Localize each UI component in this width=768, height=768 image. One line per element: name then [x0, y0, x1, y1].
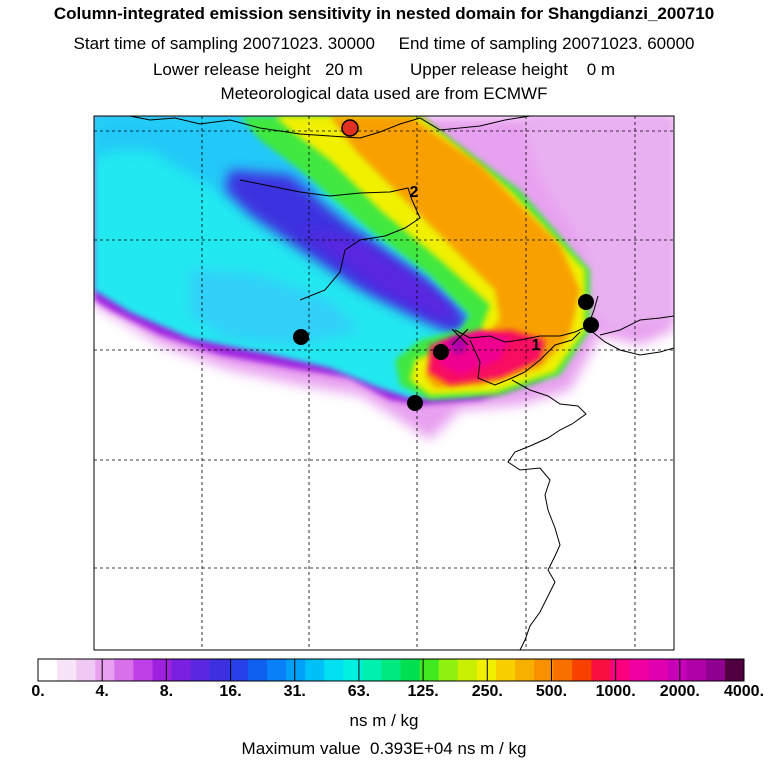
end-label: End time of sampling	[398, 34, 558, 53]
colorbar-swatch	[209, 659, 230, 681]
colorbar-tick-label: 31.	[283, 683, 306, 700]
upper-value: 0 m	[586, 60, 616, 79]
colorbar-tick-label: 63.	[347, 683, 371, 700]
colorbar-tick-label: 500.	[535, 683, 568, 700]
colorbar-swatch	[343, 659, 363, 681]
map-frame	[93, 115, 675, 651]
colorbar-tick-label: 1000.	[595, 683, 636, 700]
colorbar-swatch	[190, 659, 211, 681]
release-cross	[451, 328, 469, 346]
station-marker	[341, 119, 359, 137]
colorbar-swatch	[305, 659, 325, 681]
point-marker	[583, 317, 599, 333]
lower-value: 20 m	[324, 60, 363, 79]
map-label-2: 2	[410, 184, 419, 201]
colorbar-swatch	[667, 659, 688, 681]
map-title: Column-integrated emission sensitivity i…	[53, 4, 715, 23]
colorbar-swatch	[95, 659, 115, 681]
colorbar-swatch	[247, 659, 268, 681]
colorbar-swatch	[572, 659, 592, 681]
colorbar-swatch	[495, 659, 516, 681]
colorbar-swatch	[266, 659, 287, 681]
colorbar-swatch	[534, 659, 554, 681]
colorbar-swatch	[438, 659, 459, 681]
end-value: 20071023. 60000	[562, 34, 695, 53]
colorbar-swatch	[286, 659, 306, 681]
colorbar-swatch	[419, 659, 440, 681]
sensitivity-field	[94, 116, 674, 650]
grid-lines	[94, 116, 674, 650]
point-marker	[433, 344, 449, 360]
colorbar	[37, 658, 745, 682]
colorbar-swatch	[381, 659, 402, 681]
colorbar-swatch	[724, 659, 745, 681]
colorbar-swatch	[591, 659, 611, 681]
colorbar-swatch	[553, 659, 573, 681]
colorbar-swatch	[114, 659, 134, 681]
colorbar-tick-label: 2000.	[659, 683, 700, 700]
map-label-1: 1	[532, 337, 541, 354]
colorbar-swatch	[648, 659, 669, 681]
upper-label: Upper release height	[409, 60, 568, 79]
point-marker	[407, 395, 423, 411]
colorbar-swatch	[400, 659, 421, 681]
max-value: Maximum value 0.393E+04 ns m / kg	[0, 739, 768, 759]
colorbar-swatch	[515, 659, 535, 681]
point-marker	[578, 294, 594, 310]
colorbar-tick-label: 16.	[219, 683, 242, 700]
colorbar-swatch	[610, 659, 631, 681]
colorbar-swatch	[152, 659, 173, 681]
colorbar-tick-label: 4000.	[723, 683, 765, 700]
colorbar-swatch	[76, 659, 96, 681]
colorbar-tick-label: 4.	[95, 683, 109, 700]
colorbar-swatch	[133, 659, 153, 681]
colorbar-swatch	[57, 659, 77, 681]
colorbar-swatch	[457, 659, 478, 681]
colorbar-swatch	[362, 659, 382, 681]
colorbar-tick-label: 8.	[159, 683, 174, 700]
point-marker	[293, 329, 309, 345]
colorbar-border	[37, 658, 745, 682]
colorbar-swatch	[629, 659, 650, 681]
markers: 2 1	[293, 119, 599, 411]
colorbar-tick-label: 250.	[471, 683, 503, 700]
colorbar-swatch	[38, 659, 58, 681]
lower-label: Lower release height	[152, 60, 311, 79]
colorbar-swatch	[228, 659, 249, 681]
meteo-source: Meteorological data used are from ECMWF	[220, 84, 548, 103]
sampling-times: Start time of sampling 20071023. 30000 E…	[0, 34, 768, 54]
colorbar-swatch	[476, 659, 497, 681]
colorbar-tick-label: 0.	[31, 683, 45, 700]
start-value: 20071023. 30000	[242, 34, 376, 53]
max-value-number: 0.393E+04 ns m / kg	[370, 739, 527, 758]
release-heights: Lower release height 20 m Upper release …	[0, 60, 768, 80]
colorbar-unit: ns m / kg	[349, 711, 419, 730]
colorbar-swatch	[686, 659, 707, 681]
colorbar-swatch	[171, 659, 192, 681]
max-value-label: Maximum value	[241, 739, 361, 758]
colorbar-swatch	[324, 659, 344, 681]
colorbar-tick-label: 125.	[407, 683, 439, 700]
start-label: Start time of sampling	[73, 34, 238, 53]
colorbar-swatch	[705, 659, 726, 681]
